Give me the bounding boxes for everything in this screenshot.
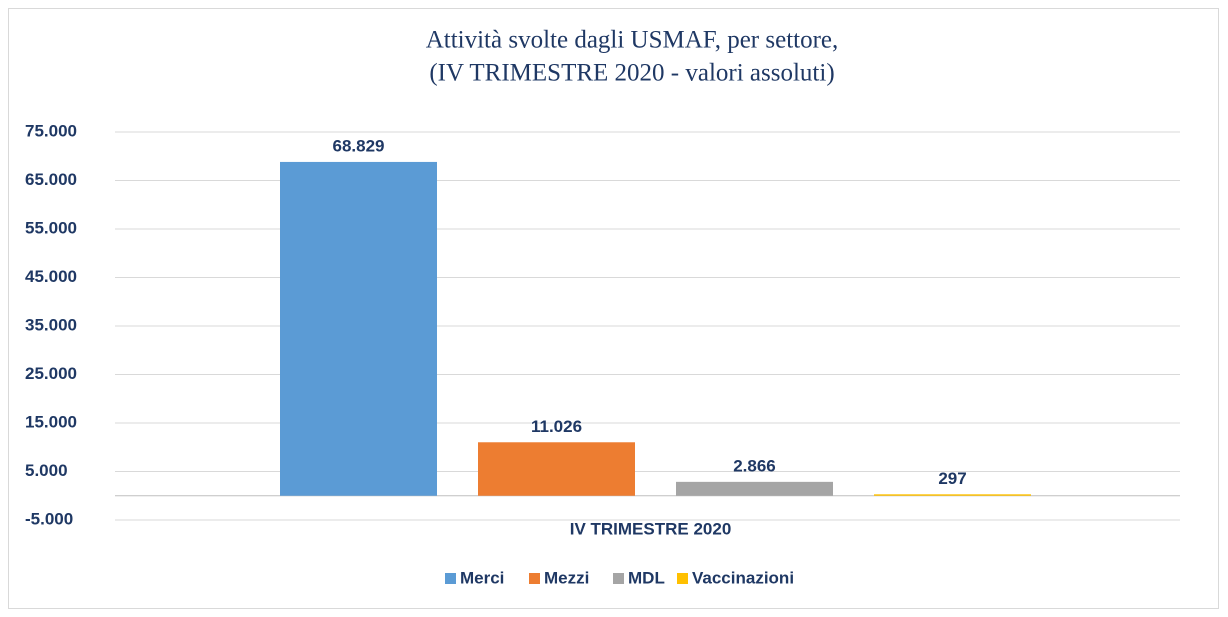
bar [676,481,833,496]
value-label: 11.026 [531,417,582,436]
legend-label: MDL [628,568,665,587]
x-tick-label: IV TRIMESTRE 2020 [570,519,732,538]
y-tick-label: 55.000 [25,218,77,237]
legend-label: Vaccinazioni [692,568,794,587]
y-tick-label: 65.000 [25,170,77,189]
y-tick-label: 45.000 [25,267,77,286]
legend-swatch [529,573,540,584]
value-label: 297 [938,469,966,488]
chart-title: Attività svolte dagli USMAF, per settore… [426,27,839,54]
legend-swatch [445,573,456,584]
y-tick-label: 5.000 [25,461,68,480]
value-label: 2.866 [733,456,776,475]
legend-swatch [677,573,688,584]
legend-swatch [613,573,624,584]
y-tick-label: 75.000 [25,121,77,140]
chart-title: (IV TRIMESTRE 2020 - valori assoluti) [429,60,834,87]
y-tick-label: 15.000 [25,412,77,431]
bar [280,161,437,496]
legend-label: Merci [460,568,504,587]
legend-label: Mezzi [544,568,589,587]
y-tick-label: 35.000 [25,315,77,334]
value-label: 68.829 [333,136,385,155]
y-tick-label: -5.000 [25,509,73,528]
chart-border [8,8,1219,609]
bar [874,494,1031,496]
bar [478,442,635,496]
y-tick-label: 25.000 [25,364,77,383]
